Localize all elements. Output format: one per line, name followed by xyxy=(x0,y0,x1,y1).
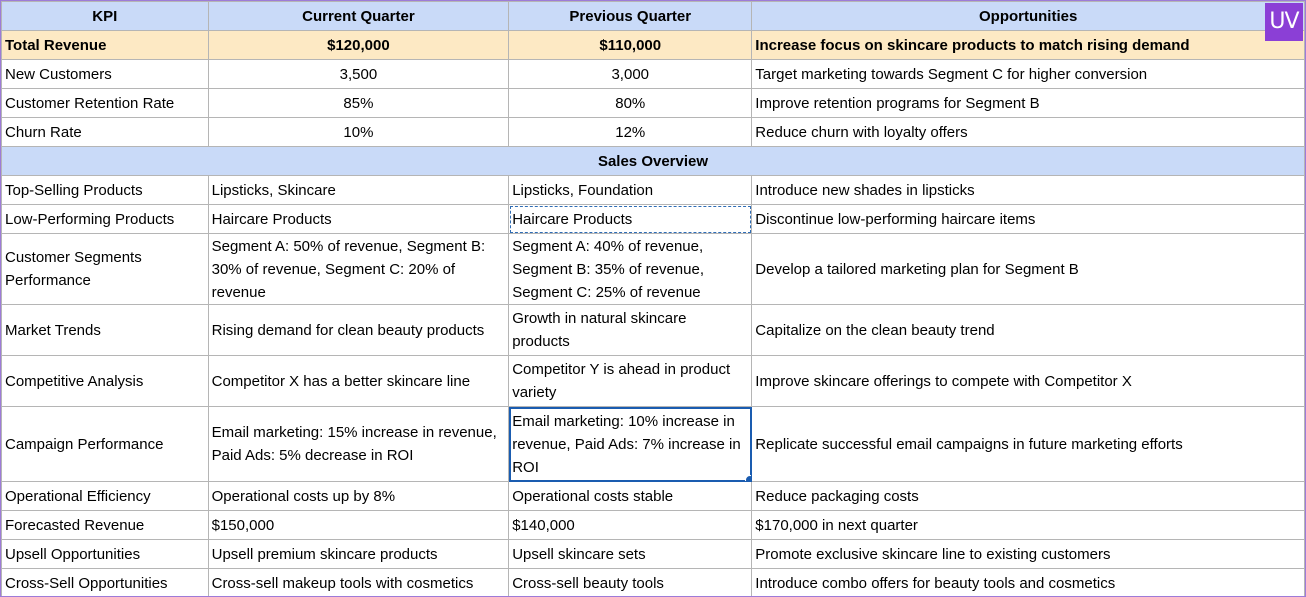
kpi-cell[interactable]: Top-Selling Products xyxy=(1,175,209,205)
current-cell[interactable]: 3,500 xyxy=(207,59,510,89)
current-cell[interactable]: Lipsticks, Skincare xyxy=(207,175,510,205)
kpi-cell[interactable]: Total Revenue xyxy=(1,30,209,60)
table-row: Market Trends Rising demand for clean be… xyxy=(1,304,1305,356)
previous-cell[interactable]: Operational costs stable xyxy=(508,481,753,511)
current-cell[interactable]: Upsell premium skincare products xyxy=(207,539,510,569)
fill-handle[interactable] xyxy=(745,475,751,481)
current-cell[interactable]: $150,000 xyxy=(207,510,510,540)
opportunity-cell[interactable]: Introduce new shades in lipsticks xyxy=(751,175,1305,205)
previous-cell[interactable]: Cross-sell beauty tools xyxy=(508,568,753,596)
current-cell[interactable]: Competitor X has a better skincare line xyxy=(207,355,510,407)
table-row: Competitive Analysis Competitor X has a … xyxy=(1,355,1305,407)
table-row: New Customers 3,500 3,000 Target marketi… xyxy=(1,59,1305,89)
previous-cell[interactable]: Growth in natural skincare products xyxy=(508,304,753,356)
copied-cell[interactable]: Haircare Products xyxy=(508,204,753,234)
kpi-cell[interactable]: Market Trends xyxy=(1,304,209,356)
header-previous-quarter[interactable]: Previous Quarter xyxy=(508,1,753,31)
opportunity-cell[interactable]: Increase focus on skincare products to m… xyxy=(751,30,1305,60)
kpi-cell[interactable]: Low-Performing Products xyxy=(1,204,209,234)
kpi-cell[interactable]: Operational Efficiency xyxy=(1,481,209,511)
current-cell[interactable]: Segment A: 50% of revenue, Segment B: 30… xyxy=(207,233,510,305)
previous-cell[interactable]: Upsell skincare sets xyxy=(508,539,753,569)
section-row: Sales Overview xyxy=(1,146,1305,176)
table-row: Forecasted Revenue $150,000 $140,000 $17… xyxy=(1,510,1305,540)
opportunity-cell[interactable]: Improve retention programs for Segment B xyxy=(751,88,1305,118)
kpi-cell[interactable]: Forecasted Revenue xyxy=(1,510,209,540)
opportunity-cell[interactable]: Capitalize on the clean beauty trend xyxy=(751,304,1305,356)
previous-cell[interactable]: $110,000 xyxy=(508,30,753,60)
kpi-cell[interactable]: Campaign Performance xyxy=(1,406,209,482)
header-current-quarter[interactable]: Current Quarter xyxy=(207,1,510,31)
table-row: Customer Retention Rate 85% 80% Improve … xyxy=(1,88,1305,118)
kpi-cell[interactable]: Cross-Sell Opportunities xyxy=(1,568,209,596)
table-row: Top-Selling Products Lipsticks, Skincare… xyxy=(1,175,1305,205)
current-cell[interactable]: Haircare Products xyxy=(207,204,510,234)
kpi-cell[interactable]: Upsell Opportunities xyxy=(1,539,209,569)
opportunity-cell[interactable]: Promote exclusive skincare line to exist… xyxy=(751,539,1305,569)
header-opportunities[interactable]: Opportunities xyxy=(751,1,1305,31)
uv-logo: UV xyxy=(1265,3,1303,41)
current-cell[interactable]: Email marketing: 15% increase in revenue… xyxy=(207,406,510,482)
opportunity-cell[interactable]: $170,000 in next quarter xyxy=(751,510,1305,540)
kpi-cell[interactable]: Churn Rate xyxy=(1,117,209,147)
previous-cell[interactable]: Segment A: 40% of revenue, Segment B: 35… xyxy=(508,233,753,305)
opportunity-cell[interactable]: Target marketing towards Segment C for h… xyxy=(751,59,1305,89)
table-row: Cross-Sell Opportunities Cross-sell make… xyxy=(1,568,1305,596)
current-cell[interactable]: Rising demand for clean beauty products xyxy=(207,304,510,356)
table-row: Customer Segments Performance Segment A:… xyxy=(1,233,1305,305)
current-cell[interactable]: Operational costs up by 8% xyxy=(207,481,510,511)
previous-cell[interactable]: 80% xyxy=(508,88,753,118)
opportunity-cell[interactable]: Replicate successful email campaigns in … xyxy=(751,406,1305,482)
opportunity-cell[interactable]: Develop a tailored marketing plan for Se… xyxy=(751,233,1305,305)
previous-cell[interactable]: Competitor Y is ahead in product variety xyxy=(508,355,753,407)
previous-cell[interactable]: Lipsticks, Foundation xyxy=(508,175,753,205)
previous-cell[interactable]: 3,000 xyxy=(508,59,753,89)
table-row: Upsell Opportunities Upsell premium skin… xyxy=(1,539,1305,569)
section-title[interactable]: Sales Overview xyxy=(1,146,1305,176)
header-row: KPI Current Quarter Previous Quarter Opp… xyxy=(1,1,1305,31)
header-kpi[interactable]: KPI xyxy=(1,1,209,31)
current-cell[interactable]: 85% xyxy=(207,88,510,118)
kpi-cell[interactable]: New Customers xyxy=(1,59,209,89)
opportunity-cell[interactable]: Reduce churn with loyalty offers xyxy=(751,117,1305,147)
table-row: Churn Rate 10% 12% Reduce churn with loy… xyxy=(1,117,1305,147)
opportunity-cell[interactable]: Discontinue low-performing haircare item… xyxy=(751,204,1305,234)
opportunity-cell[interactable]: Introduce combo offers for beauty tools … xyxy=(751,568,1305,596)
selected-cell-text: Email marketing: 10% increase in revenue… xyxy=(512,412,741,476)
table-row: Total Revenue $120,000 $110,000 Increase… xyxy=(1,30,1305,60)
opportunity-cell[interactable]: Reduce packaging costs xyxy=(751,481,1305,511)
kpi-cell[interactable]: Customer Retention Rate xyxy=(1,88,209,118)
selected-cell[interactable]: Email marketing: 10% increase in revenue… xyxy=(508,406,753,482)
opportunity-cell[interactable]: Improve skincare offerings to compete wi… xyxy=(751,355,1305,407)
kpi-cell[interactable]: Customer Segments Performance xyxy=(1,233,209,305)
current-cell[interactable]: Cross-sell makeup tools with cosmetics xyxy=(207,568,510,596)
table-row: Campaign Performance Email marketing: 15… xyxy=(1,406,1305,482)
table-row: Low-Performing Products Haircare Product… xyxy=(1,204,1305,234)
kpi-cell[interactable]: Competitive Analysis xyxy=(1,355,209,407)
previous-cell[interactable]: $140,000 xyxy=(508,510,753,540)
previous-cell[interactable]: 12% xyxy=(508,117,753,147)
current-cell[interactable]: 10% xyxy=(207,117,510,147)
current-cell[interactable]: $120,000 xyxy=(207,30,510,60)
table-row: Operational Efficiency Operational costs… xyxy=(1,481,1305,511)
